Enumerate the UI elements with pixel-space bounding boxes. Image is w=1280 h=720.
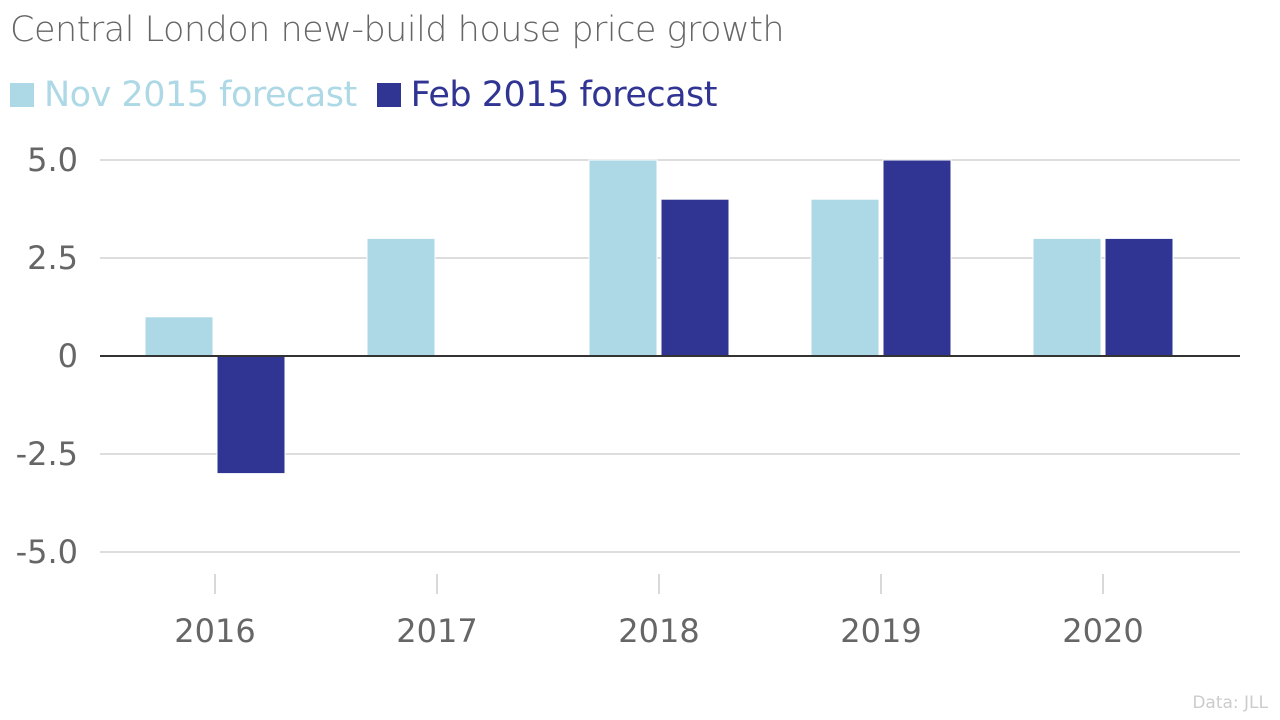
bar-nov-2015-2018 xyxy=(588,159,658,357)
x-tick-label: 2019 xyxy=(840,612,921,650)
bar-nov-2015-2017 xyxy=(366,237,436,357)
legend: Nov 2015 forecast Feb 2015 forecast xyxy=(10,75,737,115)
x-axis: 2016 2017 2018 2019 2020 xyxy=(174,574,1144,650)
legend-label-feb-2015: Feb 2015 forecast xyxy=(410,75,718,115)
bars xyxy=(144,159,1174,475)
legend-label-nov-2015: Nov 2015 forecast xyxy=(44,75,357,115)
source-note: Data: JLL xyxy=(1192,693,1268,713)
y-tick-label: 5.0 xyxy=(27,141,78,179)
bar-feb-2015-2016 xyxy=(216,355,286,475)
x-tick-label: 2020 xyxy=(1062,612,1143,650)
y-axis: 5.0 2.5 0 -2.5 -5.0 xyxy=(16,141,78,571)
legend-swatch-nov-2015 xyxy=(10,83,34,107)
legend-item-feb-2015: Feb 2015 forecast xyxy=(376,75,718,115)
x-tick-label: 2016 xyxy=(174,612,255,650)
x-tick-label: 2017 xyxy=(396,612,477,650)
legend-swatch-feb-2015 xyxy=(376,83,401,107)
bar-feb-2015-2018 xyxy=(660,198,730,357)
bar-nov-2015-2016 xyxy=(144,316,214,357)
y-tick-label: 0 xyxy=(58,337,78,375)
legend-item-nov-2015: Nov 2015 forecast xyxy=(10,75,357,115)
x-tick-label: 2018 xyxy=(618,612,699,650)
bar-nov-2015-2020 xyxy=(1032,237,1102,357)
chart-title: Central London new-build house price gro… xyxy=(10,10,785,50)
y-tick-label: -5.0 xyxy=(16,533,78,571)
bar-feb-2015-2019 xyxy=(882,159,952,357)
bar-nov-2015-2019 xyxy=(810,198,880,357)
bar-feb-2015-2020 xyxy=(1104,237,1174,357)
y-tick-label: -2.5 xyxy=(16,435,78,473)
y-tick-label: 2.5 xyxy=(27,239,78,277)
